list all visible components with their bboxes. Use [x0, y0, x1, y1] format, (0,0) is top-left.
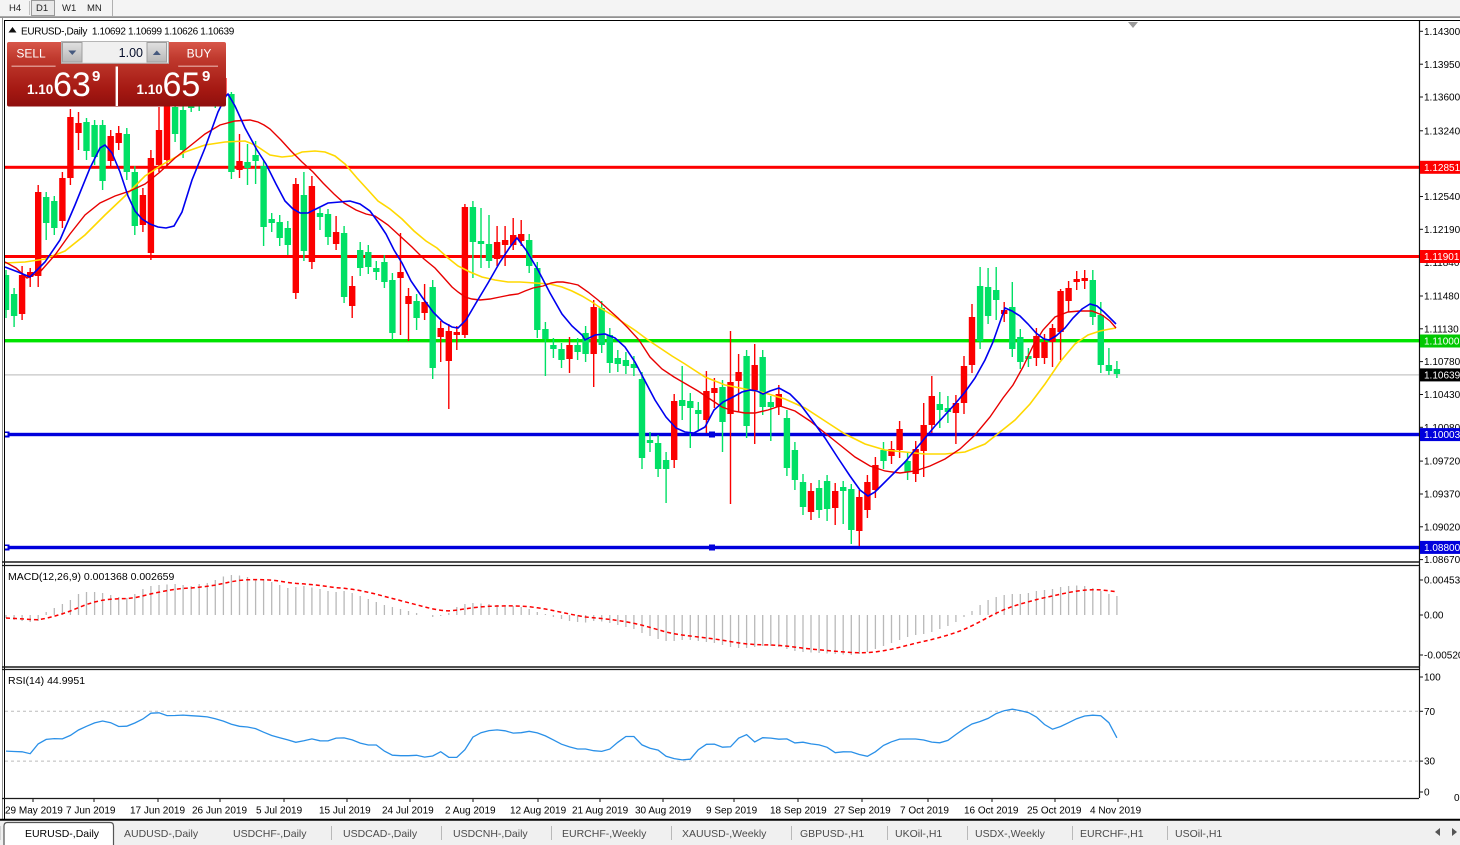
- svg-text:1.11480: 1.11480: [1424, 292, 1460, 303]
- svg-text:GBPUSD-,H1: GBPUSD-,H1: [800, 828, 864, 840]
- svg-text:1.13600: 1.13600: [1424, 93, 1460, 104]
- svg-text:1.09370: 1.09370: [1424, 490, 1460, 501]
- svg-text:1.10: 1.10: [27, 82, 53, 97]
- svg-text:16 Oct 2019: 16 Oct 2019: [964, 806, 1019, 817]
- svg-text:27 Sep 2019: 27 Sep 2019: [834, 806, 891, 817]
- svg-text:MACD(12,26,9) 0.001368 0.00265: MACD(12,26,9) 0.001368 0.002659: [8, 571, 175, 583]
- svg-text:AUDUSD-,Daily: AUDUSD-,Daily: [124, 828, 199, 840]
- svg-text:EURUSD-,Daily 1.10692 1.10699: EURUSD-,Daily 1.10692 1.10699 1.10626 1.…: [21, 27, 235, 38]
- svg-text:0.004536: 0.004536: [1424, 576, 1460, 587]
- svg-text:25 Oct 2019: 25 Oct 2019: [1027, 806, 1082, 817]
- svg-text:0.00: 0.00: [1424, 611, 1444, 622]
- svg-text:4 Nov 2019: 4 Nov 2019: [1090, 806, 1142, 817]
- svg-text:EURUSD-,Daily: EURUSD-,Daily: [25, 828, 100, 840]
- svg-text:12 Aug 2019: 12 Aug 2019: [510, 806, 567, 817]
- svg-text:18 Sep 2019: 18 Sep 2019: [770, 806, 827, 817]
- svg-text:9: 9: [92, 68, 100, 85]
- svg-text:-0.005205: -0.005205: [1424, 651, 1460, 662]
- svg-text:63: 63: [53, 66, 91, 104]
- svg-text:26 Jun 2019: 26 Jun 2019: [192, 806, 247, 817]
- svg-text:RSI(14) 44.9951: RSI(14) 44.9951: [8, 675, 85, 687]
- svg-text:1.10: 1.10: [137, 82, 163, 97]
- svg-text:1.11130: 1.11130: [1424, 324, 1459, 335]
- svg-text:1.10780: 1.10780: [1424, 357, 1460, 368]
- svg-text:H4: H4: [9, 3, 21, 14]
- svg-text:UKOil-,H1: UKOil-,H1: [895, 828, 942, 840]
- svg-text:30 Aug 2019: 30 Aug 2019: [635, 806, 692, 817]
- svg-text:1.10639: 1.10639: [1424, 371, 1460, 382]
- svg-text:1.12540: 1.12540: [1424, 192, 1460, 203]
- svg-text:2 Aug 2019: 2 Aug 2019: [445, 806, 496, 817]
- svg-text:7 Oct 2019: 7 Oct 2019: [900, 806, 949, 817]
- svg-text:W1: W1: [62, 3, 76, 14]
- svg-text:0: 0: [1454, 793, 1460, 804]
- svg-text:21 Aug 2019: 21 Aug 2019: [572, 806, 629, 817]
- svg-text:1.11000: 1.11000: [1424, 337, 1460, 348]
- svg-text:EURCHF-,Weekly: EURCHF-,Weekly: [562, 828, 647, 840]
- svg-text:65: 65: [163, 66, 201, 104]
- svg-text:1.13240: 1.13240: [1424, 126, 1460, 137]
- svg-text:1.11840: 1.11840: [1424, 258, 1460, 269]
- svg-text:24 Jul 2019: 24 Jul 2019: [382, 806, 434, 817]
- svg-text:1.09020: 1.09020: [1424, 522, 1460, 533]
- svg-text:1.09720: 1.09720: [1424, 457, 1460, 468]
- svg-text:100: 100: [1424, 673, 1441, 684]
- svg-text:1.11901: 1.11901: [1424, 252, 1460, 263]
- svg-text:30: 30: [1424, 757, 1436, 768]
- svg-text:USOil-,H1: USOil-,H1: [1175, 828, 1222, 840]
- svg-text:9 Sep 2019: 9 Sep 2019: [706, 806, 758, 817]
- svg-text:70: 70: [1424, 707, 1436, 718]
- svg-text:SELL: SELL: [16, 47, 46, 61]
- svg-text:7 Jun 2019: 7 Jun 2019: [66, 806, 116, 817]
- svg-text:17 Jun 2019: 17 Jun 2019: [130, 806, 185, 817]
- svg-text:1.12851: 1.12851: [1424, 163, 1460, 174]
- svg-text:15 Jul 2019: 15 Jul 2019: [319, 806, 371, 817]
- svg-text:USDCNH-,Daily: USDCNH-,Daily: [453, 828, 528, 840]
- svg-text:1.10430: 1.10430: [1424, 390, 1460, 401]
- svg-text:1.14300: 1.14300: [1424, 27, 1460, 38]
- svg-text:9: 9: [202, 68, 210, 85]
- svg-text:5 Jul 2019: 5 Jul 2019: [256, 806, 303, 817]
- svg-text:1.10003: 1.10003: [1424, 430, 1460, 441]
- svg-text:1.13950: 1.13950: [1424, 60, 1460, 71]
- svg-text:29 May 2019: 29 May 2019: [5, 806, 63, 817]
- svg-text:0: 0: [1424, 788, 1430, 799]
- svg-text:1.08670: 1.08670: [1424, 555, 1460, 566]
- svg-text:USDCHF-,Daily: USDCHF-,Daily: [233, 828, 307, 840]
- svg-text:1.00: 1.00: [119, 46, 143, 60]
- svg-text:1.12190: 1.12190: [1424, 225, 1460, 236]
- svg-text:EURCHF-,H1: EURCHF-,H1: [1080, 828, 1144, 840]
- svg-text:D1: D1: [36, 3, 48, 14]
- svg-text:USDCAD-,Daily: USDCAD-,Daily: [343, 828, 418, 840]
- svg-text:1.08800: 1.08800: [1424, 543, 1460, 554]
- svg-text:XAUUSD-,Weekly: XAUUSD-,Weekly: [682, 828, 767, 840]
- svg-text:MN: MN: [87, 3, 102, 14]
- svg-text:USDX-,Weekly: USDX-,Weekly: [975, 828, 1046, 840]
- svg-text:BUY: BUY: [187, 47, 212, 61]
